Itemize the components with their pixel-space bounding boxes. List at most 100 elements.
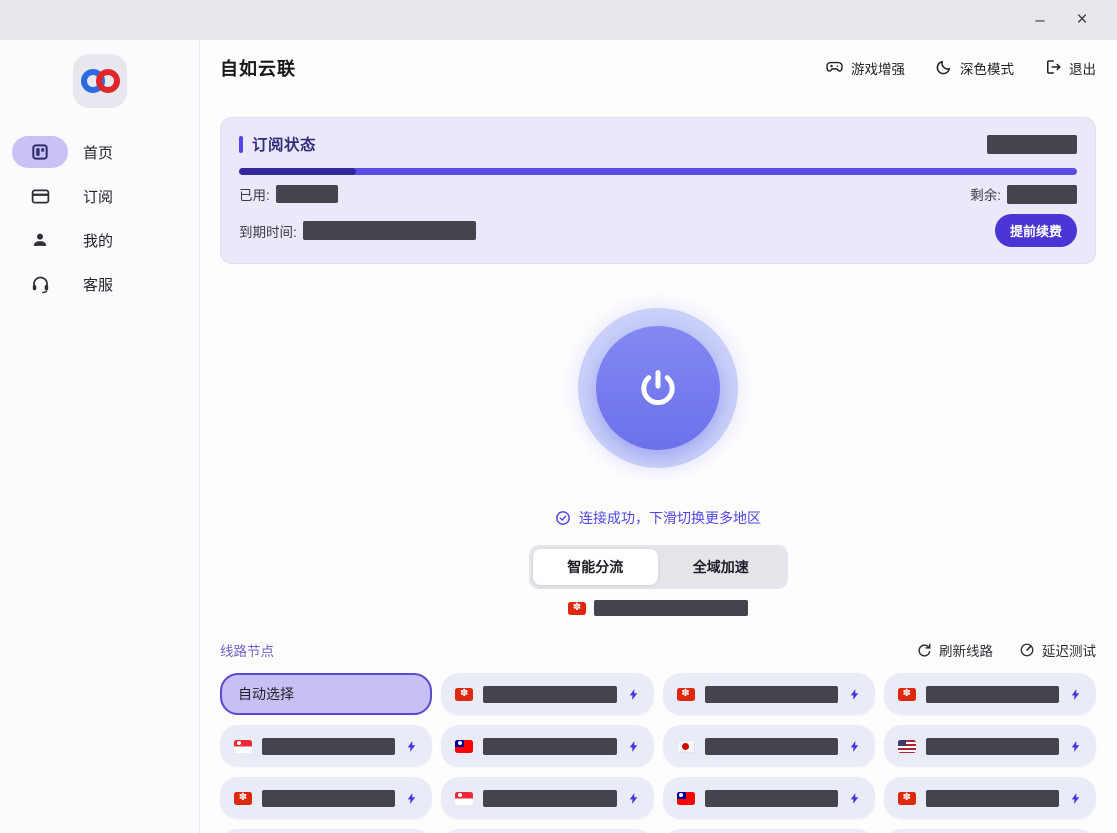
node-name-redacted <box>483 789 617 807</box>
dark-mode-button[interactable]: 深色模式 <box>935 58 1014 79</box>
node-name-redacted <box>704 789 838 807</box>
connection-status: 连接成功，下滑切换更多地区 <box>555 508 761 528</box>
remaining-value-redacted <box>1007 184 1077 204</box>
logout-icon <box>1044 58 1062 79</box>
node-card[interactable]: ✽ <box>883 829 1096 833</box>
flag-hk-icon: ✽ <box>234 791 252 805</box>
node-label: 自动选择 <box>238 686 294 702</box>
dark-mode-label: 深色模式 <box>960 62 1014 77</box>
usage-progress-bar <box>239 168 1077 175</box>
window-titlebar: – × <box>0 0 1117 40</box>
bolt-icon <box>407 740 416 752</box>
node-card[interactable]: ✽ <box>220 777 433 819</box>
power-button[interactable] <box>596 326 720 450</box>
refresh-lines-button[interactable]: 刷新线路 <box>916 640 993 660</box>
tab-global-accel[interactable]: 全域加速 <box>692 559 749 575</box>
node-card[interactable] <box>662 777 875 819</box>
tab-smart-routing[interactable]: 智能分流 <box>532 549 658 585</box>
logout-button[interactable]: 退出 <box>1044 58 1096 79</box>
nodes-header: 线路节点 刷新线路 延迟测试 <box>220 640 1096 660</box>
sidebar-item-home[interactable]: 首页 <box>0 136 199 168</box>
node-card-auto-select[interactable]: 自动选择 <box>220 673 433 715</box>
node-card[interactable] <box>220 725 433 767</box>
bolt-icon <box>629 792 637 804</box>
nodes-section-title: 线路节点 <box>220 644 274 659</box>
node-card[interactable] <box>883 725 1096 767</box>
check-circle-icon <box>556 511 570 525</box>
bolt-icon <box>850 740 859 752</box>
power-zone: 连接成功，下滑切换更多地区 智能分流 全域加速 ✽ <box>220 264 1096 616</box>
sidebar-item-support[interactable]: 客服 <box>0 268 199 300</box>
sidebar-nav: 首页 订阅 我的 <box>0 136 199 300</box>
sidebar-item-mine[interactable]: 我的 <box>0 224 199 256</box>
power-glow <box>562 292 754 484</box>
node-name-redacted <box>483 737 617 755</box>
sidebar-item-label: 客服 <box>83 276 114 294</box>
bolt-icon <box>1071 740 1080 752</box>
user-icon <box>12 224 68 256</box>
bolt-icon <box>1071 792 1080 804</box>
used-label: 已用: <box>239 188 270 203</box>
node-card[interactable]: ✽ <box>883 673 1096 715</box>
latency-test-label: 延迟测试 <box>1042 644 1096 659</box>
node-name-redacted <box>483 685 617 703</box>
node-name-redacted <box>704 737 838 755</box>
subscription-title: 订阅状态 <box>252 137 317 154</box>
flag-tw-icon <box>676 791 695 805</box>
expiry-value-redacted <box>302 221 476 240</box>
game-boost-button[interactable]: 游戏增强 <box>825 57 905 79</box>
flag-hk-icon: ✽ <box>897 687 916 701</box>
node-grid: 自动选择 ✽ ✽ ✽ ✽ ✽ ✽ ✽ ✽ ✽ <box>220 673 1096 833</box>
logout-label: 退出 <box>1069 62 1096 77</box>
sidebar-item-subscription[interactable]: 订阅 <box>0 180 199 212</box>
node-card[interactable] <box>662 725 875 767</box>
node-card[interactable]: ✽ <box>441 673 654 715</box>
node-card[interactable]: ✽ <box>441 829 654 833</box>
dashboard-icon <box>12 136 68 168</box>
headset-icon <box>12 268 68 300</box>
subscription-card: 订阅状态 已用: 剩余: 到期时间: <box>220 117 1096 264</box>
node-name-redacted <box>262 737 396 755</box>
title-accent-bar <box>239 135 243 153</box>
power-icon <box>641 370 675 406</box>
bolt-icon <box>629 688 637 700</box>
node-name-redacted <box>704 685 838 703</box>
mode-tabs: 智能分流 全域加速 <box>528 545 788 589</box>
bolt-icon <box>850 688 859 700</box>
moon-icon <box>935 58 953 79</box>
flag-us-icon <box>897 739 916 753</box>
flag-hk-icon: ✽ <box>897 791 916 805</box>
node-name-redacted <box>925 789 1059 807</box>
main-header: 自如云联 游戏增强 <box>220 40 1096 96</box>
sidebar-item-label: 首页 <box>83 144 114 162</box>
close-button[interactable]: × <box>1076 9 1088 30</box>
flag-sg-icon <box>455 791 474 805</box>
gamepad-icon <box>825 57 844 79</box>
refresh-icon <box>918 643 931 657</box>
node-card[interactable]: ✽ <box>883 777 1096 819</box>
minimize-button[interactable]: – <box>1035 10 1045 29</box>
main-panel: 自如云联 游戏增强 <box>200 40 1117 833</box>
game-boost-label: 游戏增强 <box>851 62 905 77</box>
renew-button[interactable]: 提前续费 <box>994 214 1077 247</box>
card-icon <box>12 180 68 212</box>
node-name-redacted <box>262 789 396 807</box>
progress-fill <box>239 168 357 175</box>
gauge-icon <box>1020 643 1034 657</box>
expiry-label: 到期时间: <box>239 224 297 240</box>
sidebar: 首页 订阅 我的 <box>0 40 200 833</box>
node-card[interactable]: ✽ <box>662 829 875 833</box>
node-name-redacted <box>925 685 1059 703</box>
remaining-label: 剩余: <box>970 188 1001 203</box>
node-card[interactable]: ✽ <box>220 829 433 833</box>
node-card[interactable] <box>441 725 654 767</box>
logo-ring-red-icon <box>95 69 120 93</box>
flag-hk-icon: ✽ <box>676 687 695 701</box>
refresh-lines-label: 刷新线路 <box>939 644 993 659</box>
latency-test-button[interactable]: 延迟测试 <box>1019 640 1096 660</box>
node-card[interactable] <box>441 777 654 819</box>
flag-sg-icon <box>234 739 252 753</box>
bolt-icon <box>629 740 637 752</box>
header-actions: 游戏增强 深色模式 <box>825 57 1096 79</box>
node-card[interactable]: ✽ <box>662 673 875 715</box>
